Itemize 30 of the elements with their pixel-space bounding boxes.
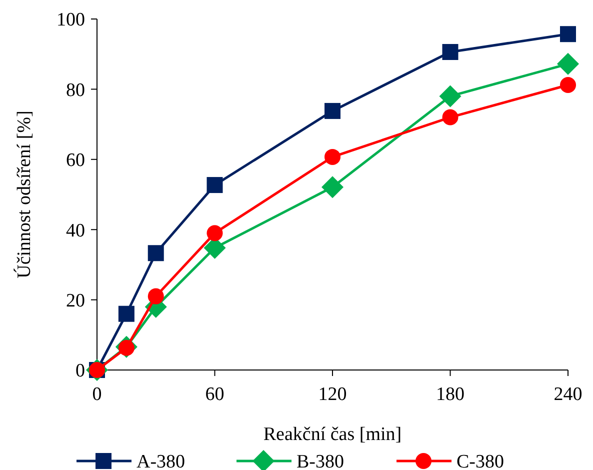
y-tick-label: 100 xyxy=(56,10,85,31)
point xyxy=(560,76,576,93)
legend-label: A-380 xyxy=(136,452,186,470)
point xyxy=(148,245,164,262)
point xyxy=(442,109,458,126)
point xyxy=(439,85,462,108)
point xyxy=(557,52,579,75)
y-tick-label: 60 xyxy=(66,150,85,172)
point xyxy=(206,225,223,242)
point xyxy=(560,26,576,42)
x-tick-label: 0 xyxy=(92,384,102,405)
point xyxy=(324,148,340,165)
x-tick-label: 120 xyxy=(318,384,347,405)
y-axis-title: Účinnost odsíření [%] xyxy=(13,110,35,278)
y-tick-label: 0 xyxy=(76,360,85,382)
legend-label: B-380 xyxy=(296,452,344,470)
y-tick-label: 80 xyxy=(66,80,85,101)
y-tick-label: 20 xyxy=(66,290,85,312)
point xyxy=(324,102,340,119)
point xyxy=(118,306,134,322)
x-axis-title: Reakční čas [min] xyxy=(263,424,402,445)
point xyxy=(442,44,458,60)
x-tick-label: 180 xyxy=(436,384,464,405)
point xyxy=(206,177,223,194)
legend-label: C-380 xyxy=(456,452,504,470)
point xyxy=(322,176,344,198)
x-tick-label: 240 xyxy=(554,384,582,405)
x-tick-label: 60 xyxy=(205,384,224,405)
point xyxy=(148,288,164,304)
y-tick-label: 40 xyxy=(66,220,85,242)
